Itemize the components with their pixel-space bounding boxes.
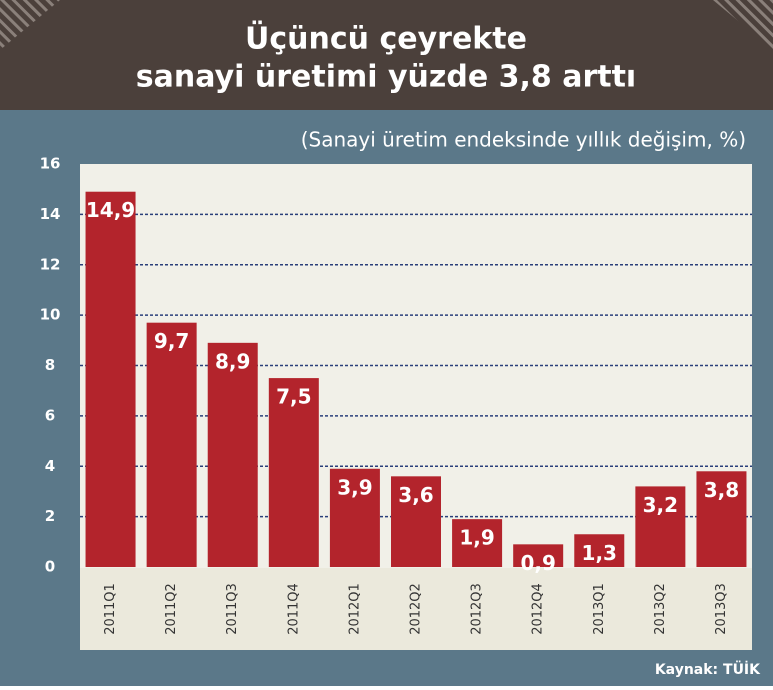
y-tick-label: 16 <box>40 155 61 173</box>
bar <box>391 476 441 567</box>
x-tick-label: 2012Q2 <box>409 583 424 635</box>
x-tick-label: 2012Q1 <box>347 583 362 635</box>
bar <box>574 534 625 567</box>
source: Kaynak: TÜİK <box>655 660 761 678</box>
value-label: 1,9 <box>459 526 494 550</box>
bar <box>207 342 258 567</box>
chart-title: sanayi üretimi yüzde 3,8 arttı <box>136 60 636 95</box>
x-tick-label: 2013Q1 <box>592 583 607 635</box>
x-tick-label: 2013Q2 <box>653 583 668 635</box>
category-area <box>80 568 752 650</box>
y-tick-label: 4 <box>45 457 55 475</box>
x-tick-label: 2012Q4 <box>531 583 546 635</box>
x-tick-label: 2013Q3 <box>714 583 729 635</box>
header-band <box>0 0 773 110</box>
bar <box>696 471 747 567</box>
x-tick-label: 2011Q1 <box>103 583 118 635</box>
x-tick-label: 2012Q3 <box>470 583 485 635</box>
value-label: 3,6 <box>398 483 433 507</box>
y-tick-label: 8 <box>45 356 55 374</box>
bar <box>85 191 136 568</box>
y-tick-label: 2 <box>45 507 55 525</box>
value-label: 9,7 <box>154 329 189 353</box>
bar <box>329 468 380 567</box>
y-tick-label: 10 <box>40 306 61 324</box>
y-tick-label: 0 <box>45 558 55 576</box>
value-label: 3,8 <box>704 478 739 502</box>
x-tick-label: 2011Q4 <box>286 583 301 635</box>
value-label: 1,3 <box>582 541 617 565</box>
chart-title: Üçüncü çeyrekte <box>245 20 527 57</box>
x-tick-label: 2011Q3 <box>225 583 240 635</box>
bar <box>513 544 564 567</box>
chart-subtitle: (Sanayi üretim endeksinde yıllık değişim… <box>301 128 746 152</box>
value-label: 7,5 <box>276 385 311 409</box>
value-label: 0,9 <box>520 551 555 575</box>
y-tick-label: 14 <box>40 205 61 223</box>
value-label: 3,9 <box>337 475 372 499</box>
x-tick-label: 2011Q2 <box>164 583 179 635</box>
value-label: 3,2 <box>643 493 678 517</box>
stripes <box>713 0 773 50</box>
bar <box>268 378 319 567</box>
bar <box>452 519 503 567</box>
value-label: 8,9 <box>215 349 250 373</box>
y-tick-label: 12 <box>40 255 61 273</box>
stripes <box>0 0 60 50</box>
y-tick-label: 6 <box>45 406 55 424</box>
bar <box>146 322 197 567</box>
value-label: 14,9 <box>86 198 135 222</box>
bar <box>635 486 686 567</box>
